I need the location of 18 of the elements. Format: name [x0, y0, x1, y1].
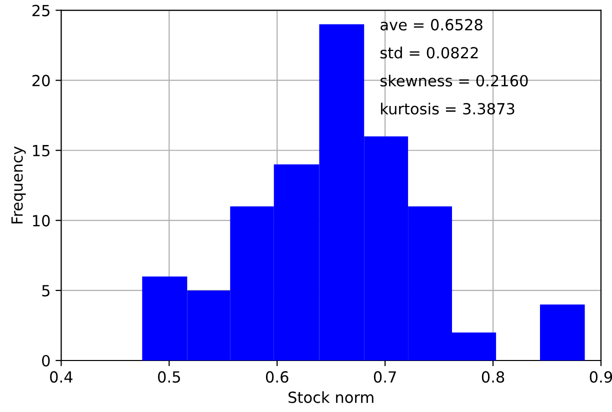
x-axis-title: Stock norm: [288, 391, 374, 404]
x-tick-label: 0.7: [374, 371, 396, 383]
x-tick-label: 0.9: [590, 371, 612, 383]
y-tick-label: 15: [33, 145, 50, 156]
x-tick-label: 0.5: [158, 371, 180, 383]
y-axis-title: Frequency: [11, 146, 26, 224]
y-tick-label: 5: [42, 285, 50, 296]
x-tick-label: 0.6: [266, 371, 288, 383]
annotation: ave = 0.6528: [380, 18, 482, 30]
x-tick-label: 0.4: [50, 371, 72, 383]
x-tick-label: 0.8: [482, 371, 504, 383]
annotation: std = 0.0822: [380, 46, 478, 59]
y-tick-label: 25: [32, 4, 50, 16]
y-tick-label: 10: [33, 214, 50, 226]
y-tick-label: 0: [42, 354, 50, 367]
y-tick-label: 20: [32, 74, 50, 86]
annotation: skewness = 0.2160: [380, 74, 528, 87]
annotation: kurtosis = 3.3873: [381, 102, 514, 115]
